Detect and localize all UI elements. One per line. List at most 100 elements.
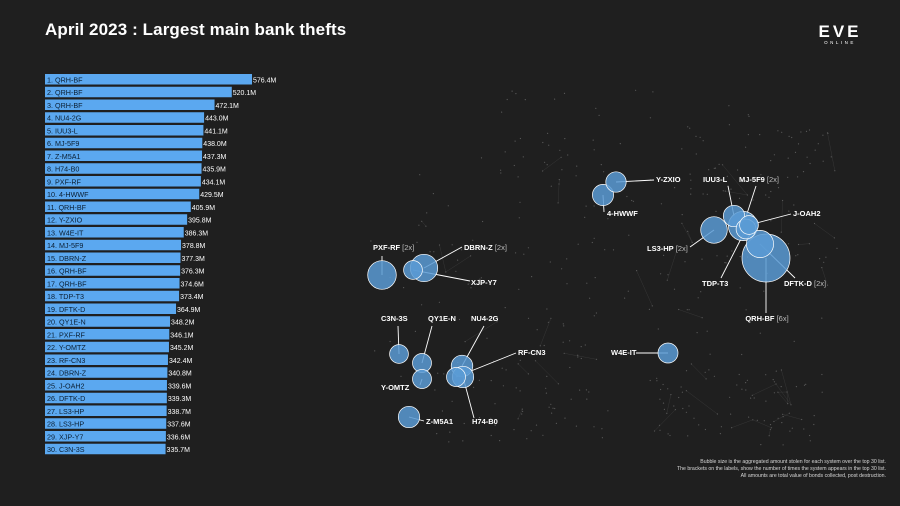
bar-value-label: 339.3M xyxy=(168,396,192,403)
bar-category-label: 16. QRH-BF xyxy=(47,267,87,276)
bubble-label: QRH-BF [6x] xyxy=(745,314,788,323)
bar xyxy=(45,290,180,302)
logo-sub: ONLINE xyxy=(824,40,856,45)
bubble-label: Y-OMTZ xyxy=(381,383,410,392)
system-bubble xyxy=(389,344,409,364)
bar xyxy=(45,112,205,123)
bar xyxy=(45,227,184,238)
bar-value-label: 373.4M xyxy=(180,294,204,301)
bar-category-label: 24. DBRN-Z xyxy=(47,369,87,378)
bar xyxy=(45,443,166,455)
system-bubble xyxy=(592,184,614,206)
bar-value-label: 437.3M xyxy=(203,154,227,161)
bar xyxy=(45,329,170,340)
system-bubble xyxy=(446,367,466,387)
bubble-label: C3N-3S xyxy=(381,314,408,323)
eve-online-logo: EVE ONLINE xyxy=(818,22,861,45)
bar xyxy=(45,392,167,404)
footnote-line: The brackets on the labels, show the num… xyxy=(676,466,886,472)
bar-category-label: 7. Z-M5A1 xyxy=(47,152,81,161)
bar-value-label: 339.6M xyxy=(168,383,192,390)
bar-category-label: 6. MJ-5F9 xyxy=(47,139,79,148)
system-bubble xyxy=(397,405,421,429)
bar-category-label: 11. QRH-BF xyxy=(47,203,87,212)
bar-value-label: 346.1M xyxy=(170,332,194,339)
bar-value-label: 443.0M xyxy=(205,116,229,123)
bubble-labels: QRH-BF [6x] MJ-5F9 [2x] PXF-RF [2x] DBRN-Z … xyxy=(373,175,826,426)
system-bubble xyxy=(700,216,728,244)
bar-value-label: 377.3M xyxy=(181,256,205,263)
bar xyxy=(45,303,177,314)
bar-category-label: 10. 4-HWWF xyxy=(47,190,89,199)
bar-category-label: 26. DFTK-D xyxy=(47,394,85,403)
bar xyxy=(45,163,202,174)
bar xyxy=(45,354,168,365)
bar-category-label: 17. QRH-BF xyxy=(47,279,87,288)
bar xyxy=(45,252,181,263)
bubble-label: IUU3-L xyxy=(703,175,728,184)
bar-category-label: 8. H74-B0 xyxy=(47,165,79,174)
bar-category-label: 21. PXF-RF xyxy=(47,330,86,339)
bar xyxy=(45,150,203,161)
bar-value-label: 336.6M xyxy=(167,434,191,441)
bar-value-label: 337.6M xyxy=(167,422,191,429)
bar-value-label: 340.8M xyxy=(168,371,192,378)
bar-value-label: 335.7M xyxy=(167,447,191,454)
bar-category-label: 14. MJ-5F9 xyxy=(47,241,83,250)
bar-category-label: 4. NU4-2G xyxy=(47,114,82,123)
bar xyxy=(45,201,191,212)
bubble-label: W4E-IT xyxy=(611,348,637,357)
bar-value-label: 342.4M xyxy=(169,358,193,365)
bar-value-label: 395.8M xyxy=(188,218,212,225)
bar-value-label: 472.1M xyxy=(216,103,240,110)
bubble-label: 4-HWWF xyxy=(607,209,638,218)
bar-value-label: 378.8M xyxy=(182,243,206,250)
bar-category-label: 15. DBRN-Z xyxy=(47,254,87,263)
bar-category-label: 18. TDP-T3 xyxy=(47,292,84,301)
bar-category-label: 2. QRH-BF xyxy=(47,88,83,97)
system-bubble xyxy=(367,260,397,290)
system-bubble xyxy=(412,369,432,389)
bubble-label: Z-M5A1 xyxy=(426,417,453,426)
footnote-line: Bubble size is the aggregated amount sto… xyxy=(700,459,886,465)
bar-category-label: 3. QRH-BF xyxy=(47,101,83,110)
bar-value-label: 386.3M xyxy=(185,230,209,237)
bar xyxy=(45,418,167,429)
bar xyxy=(45,239,182,251)
bubble-label: J-OAH2 xyxy=(793,209,821,218)
bar-value-label: 376.3M xyxy=(181,269,205,276)
bar-category-label: 30. C3N-3S xyxy=(47,445,85,454)
chart-title: April 2023 : Largest main bank thefts xyxy=(45,20,347,39)
bar xyxy=(45,431,166,442)
system-bubble xyxy=(403,260,423,280)
bar xyxy=(45,380,167,391)
bar-value-label: 364.9M xyxy=(177,307,201,314)
bar-value-label: 441.1M xyxy=(204,128,228,135)
bar-value-label: 405.9M xyxy=(192,205,216,212)
bar xyxy=(45,341,169,353)
bar xyxy=(45,265,181,276)
bar xyxy=(45,99,215,110)
bar-value-label: 338.7M xyxy=(168,409,192,416)
bar-value-label: 435.9M xyxy=(203,167,227,174)
footnote: Bubble size is the aggregated amount sto… xyxy=(556,459,886,480)
bar-value-label: 345.2M xyxy=(170,345,194,352)
bar-category-label: 19. DFTK-D xyxy=(47,305,85,314)
bar-category-label: 1. QRH-BF xyxy=(47,75,83,84)
bar-category-label: 13. W4E-IT xyxy=(47,228,84,237)
logo-main: EVE xyxy=(818,22,861,41)
bar xyxy=(45,125,204,136)
bar xyxy=(45,278,180,289)
bar-category-label: 25. J-OAH2 xyxy=(47,381,85,390)
bubble-label: DBRN-Z [2x] xyxy=(464,243,507,252)
bar xyxy=(45,367,168,378)
bubble-label: LS3-HP [2x] xyxy=(647,244,688,253)
bubble-label: DFTK-D [2x] xyxy=(784,279,826,288)
bubble-label: NU4-2G xyxy=(471,314,499,323)
bar xyxy=(45,316,171,327)
bar-category-label: 20. QY1E-N xyxy=(47,318,86,327)
bar-value-label: 438.0M xyxy=(203,141,227,148)
bar-category-label: 5. IUU3-L xyxy=(47,126,78,135)
